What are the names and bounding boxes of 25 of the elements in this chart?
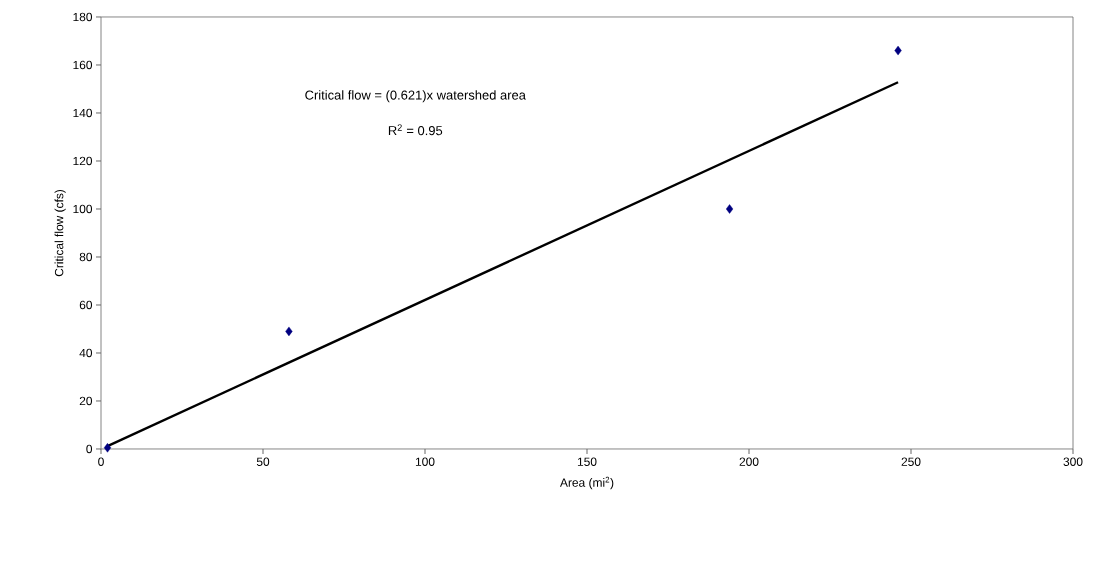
y-tick-label: 40: [79, 348, 93, 358]
annotation: R$^{2}$ = 0.95: [388, 124, 443, 136]
x-tick-label: 100: [415, 457, 435, 466]
x-axis-title: Area (mi$^{2}$): [559, 476, 614, 490]
point: [725, 204, 734, 214]
point: [103, 443, 112, 453]
x-tick-label: 250: [901, 457, 921, 466]
x-tick-label: 200: [739, 457, 759, 466]
y-tick-label: 60: [79, 300, 93, 310]
y-tick-label: 0: [86, 444, 93, 454]
annotation: Critical flow = (0.621)x watershed area: [305, 90, 526, 103]
y-tick-label: 80: [79, 252, 93, 262]
y-tick-label: 180: [73, 12, 93, 22]
y-tick-label: 160: [73, 60, 93, 70]
point: [285, 326, 293, 337]
x-tick-label: 300: [1063, 457, 1083, 466]
point: [894, 45, 902, 56]
y-tick-label: 140: [73, 108, 93, 118]
y-tick-label: 120: [73, 156, 93, 166]
x-tick-label: 150: [577, 457, 597, 466]
y-tick-label: 100: [73, 204, 93, 214]
y-tick-label: 20: [79, 396, 93, 406]
y-axis-title: Critical flow (cfs): [54, 189, 66, 277]
x-tick-label: 50: [256, 457, 270, 466]
x-tick-label: 0: [98, 457, 104, 466]
